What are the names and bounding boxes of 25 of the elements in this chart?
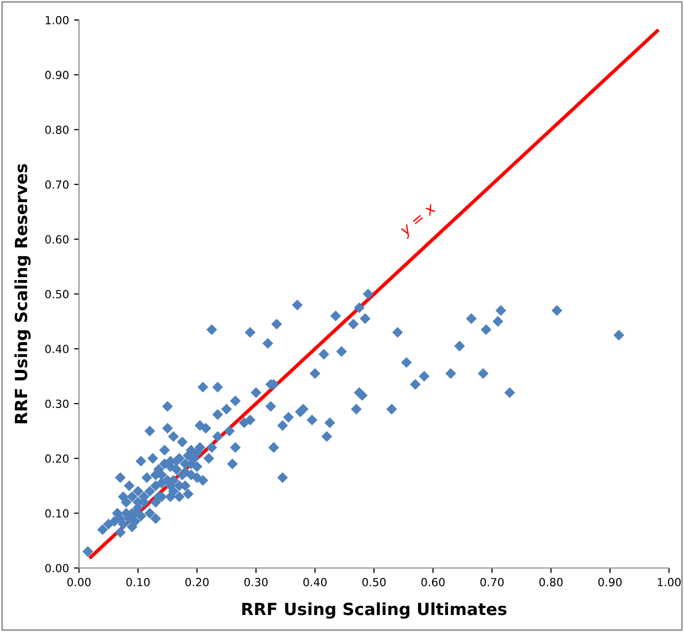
y-tick-label: 1.00 bbox=[46, 16, 69, 24]
x-tick-label: 0.70 bbox=[480, 578, 504, 586]
x-tick-label: 0.60 bbox=[421, 578, 445, 586]
y-tick-label: 0.10 bbox=[45, 509, 69, 518]
annotation: y = x bbox=[400, 204, 439, 239]
y-tick-label: 0.20 bbox=[45, 454, 69, 463]
y-tick-label: 0.90 bbox=[45, 70, 69, 80]
y-tick-label: 0.60 bbox=[45, 235, 69, 244]
x-axis-title: RRF Using Scaling Ultimates bbox=[242, 602, 506, 619]
x-tick-label: 0.40 bbox=[303, 578, 327, 586]
x-tick-label: 1.00 bbox=[658, 578, 681, 586]
x-tick-label: 0.10 bbox=[126, 578, 150, 586]
y-tick-label: 0.70 bbox=[45, 180, 69, 189]
x-tick-label: 0.80 bbox=[539, 578, 563, 586]
y-tick-label: 0.40 bbox=[45, 344, 69, 354]
x-tick-label: 0.90 bbox=[598, 578, 622, 586]
y-tick-label: 0.00 bbox=[45, 564, 69, 572]
x-tick-label: 0.20 bbox=[185, 578, 209, 586]
y-axis-title: RRF Using Scaling Reserves bbox=[14, 164, 31, 424]
x-tick-label: 0.30 bbox=[244, 578, 268, 586]
x-tick-label: 0.00 bbox=[67, 578, 91, 586]
y-tick-label: 0.30 bbox=[45, 400, 69, 408]
y-tick-label: 0.50 bbox=[45, 290, 69, 298]
x-tick-label: 0.50 bbox=[362, 578, 386, 586]
y-tick-label: 0.80 bbox=[45, 126, 69, 134]
